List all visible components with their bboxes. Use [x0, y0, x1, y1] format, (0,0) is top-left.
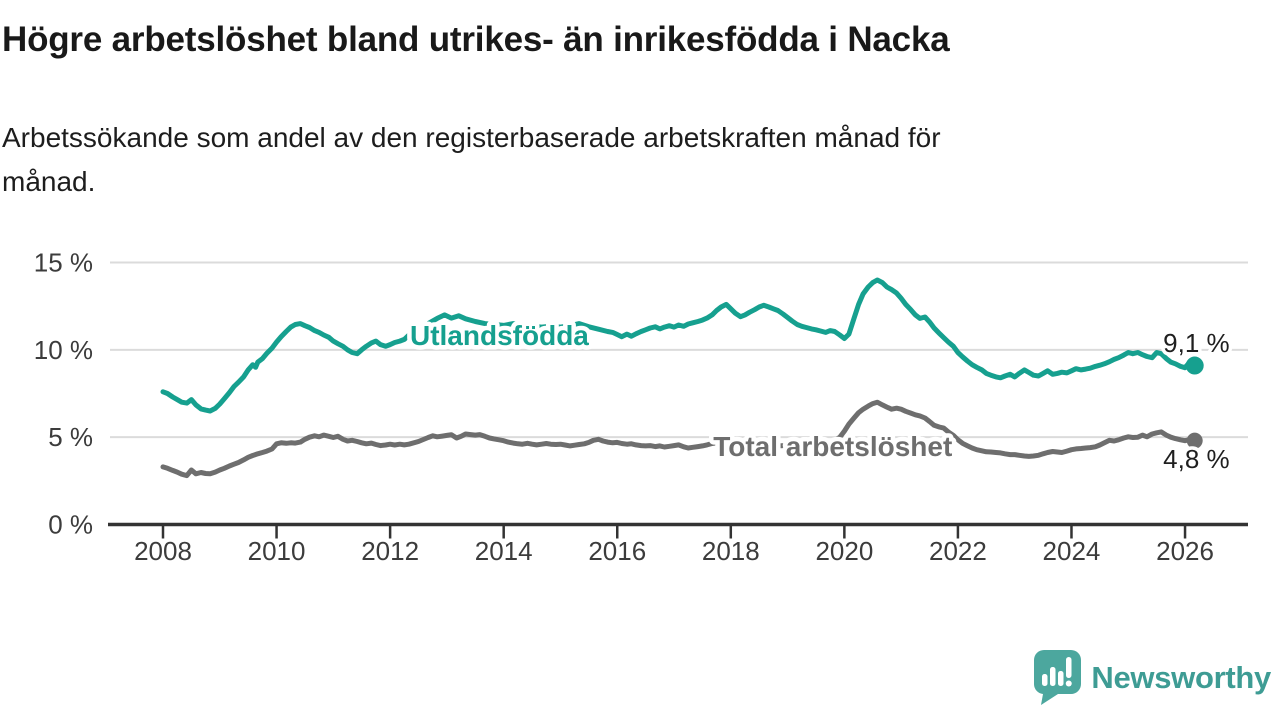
end-label-total-arbetsloshet: 4,8 % [1163, 444, 1230, 474]
x-tick-label: 2010 [248, 536, 306, 566]
end-dot-utlandsfodda [1185, 356, 1204, 375]
y-tick-label: 0 % [48, 510, 93, 540]
y-tick-label: 5 % [48, 422, 93, 452]
x-tick-label: 2020 [815, 536, 873, 566]
page-title: Högre arbetslöshet bland utrikes- än inr… [2, 20, 950, 59]
series-line-total-arbetsloshet [160, 399, 1198, 479]
end-dot-total-arbetsloshet [1186, 432, 1203, 449]
x-tick-label: 2012 [361, 536, 419, 566]
x-tick-label: 2026 [1156, 536, 1214, 566]
x-tick-label: 2014 [475, 536, 533, 566]
x-tick-label: 2018 [702, 536, 760, 566]
series-label-total-arbetsloshet: Total arbetslöshet [713, 431, 952, 462]
newsworthy-logo-text: Newsworthy [1091, 660, 1271, 695]
newsworthy-logo: Newsworthy [1034, 648, 1271, 708]
x-tick-label: 2024 [1043, 536, 1101, 566]
end-label-utlandsfodda: 9,1 % [1163, 328, 1230, 358]
newsworthy-logo-icon [1034, 650, 1082, 705]
x-tick-label: 2008 [134, 536, 192, 566]
x-tick-label: 2016 [588, 536, 646, 566]
chart-subtitle: Arbetssökande som andel av den registerb… [2, 122, 941, 197]
x-tick-label: 2022 [929, 536, 987, 566]
y-tick-label: 15 % [34, 248, 93, 278]
y-tick-label: 10 % [34, 335, 93, 365]
series-label-utlandsfodda: Utlandsfödda [410, 320, 589, 351]
series-line-utlandsfodda [160, 277, 1198, 414]
